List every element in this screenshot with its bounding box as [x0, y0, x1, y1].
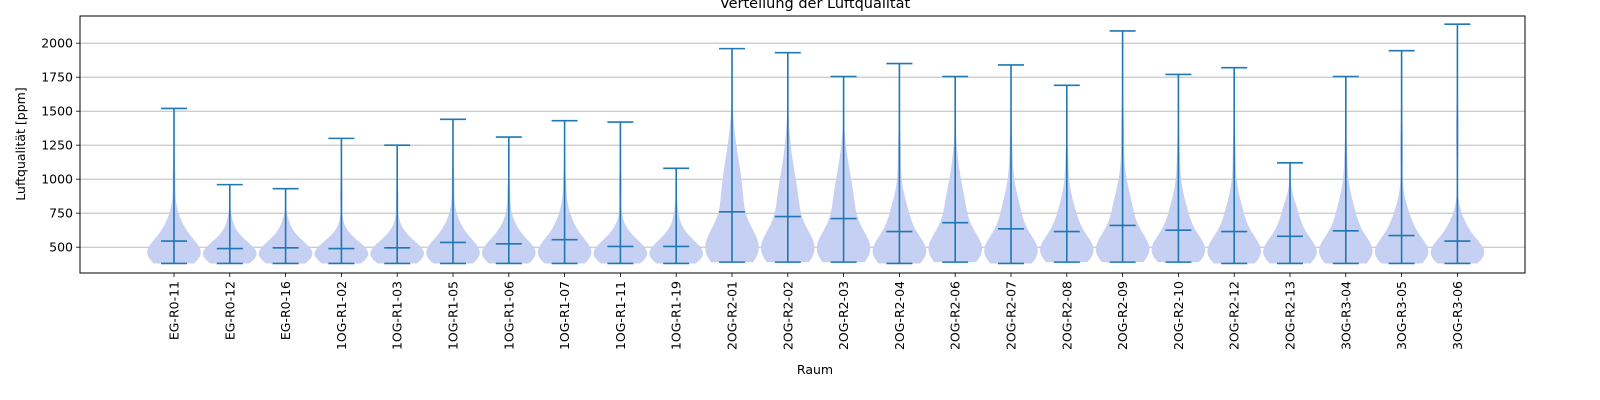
y-axis-label: Luftqualität [ppm] [13, 87, 28, 200]
x-tick-label: 2OG-R2-09 [1115, 281, 1130, 350]
x-tick-label: 2OG-R2-06 [948, 281, 963, 350]
x-axis-ticks: EG-R0-11 EG-R0-12 EG-R0-16 1OG-R1-02 1OG-R1-… [167, 273, 1465, 350]
chart-title: Verteilung der Luftqualität [720, 0, 911, 12]
x-tick-label: 1OG-R1-19 [669, 281, 684, 350]
x-tick-label: 1OG-R1-03 [390, 281, 405, 350]
x-tick-label: 2OG-R2-04 [892, 281, 907, 350]
x-tick-label: 2OG-R2-08 [1059, 281, 1074, 350]
x-tick-label: 3OG-R3-04 [1338, 281, 1353, 350]
x-axis-label: Raum [797, 362, 833, 377]
y-tick-label: 2000 [41, 36, 73, 51]
x-tick-label: 2OG-R2-01 [725, 281, 740, 350]
x-tick-label: 2OG-R2-02 [780, 281, 795, 350]
y-tick-label: 750 [49, 206, 73, 221]
x-tick-label: 2OG-R2-10 [1171, 281, 1186, 350]
violin-markers [161, 23, 1471, 265]
y-tick-label: 1250 [41, 138, 73, 153]
plot-frame [79, 15, 1526, 274]
x-tick-label: 3OG-R3-06 [1450, 281, 1465, 350]
x-tick-label: EG-R0-16 [278, 281, 293, 340]
x-tick-label: 2OG-R2-07 [1004, 281, 1019, 350]
x-tick-label: 1OG-R1-07 [557, 281, 572, 350]
x-tick-label: 2OG-R2-13 [1283, 281, 1298, 350]
y-tick-label: 1000 [41, 172, 73, 187]
x-tick-label: 2OG-R2-12 [1227, 281, 1242, 350]
x-tick-label: 1OG-R1-11 [613, 281, 628, 350]
y-axis-ticks: 500 750 1000 1250 1500 1750 2000 [41, 36, 80, 255]
grid-lines [80, 42, 1525, 248]
x-tick-label: EG-R0-11 [167, 281, 182, 340]
x-tick-label: EG-R0-12 [222, 281, 237, 340]
y-tick-label: 1750 [41, 70, 73, 85]
x-tick-label: 1OG-R1-05 [446, 281, 461, 350]
y-tick-label: 500 [49, 240, 73, 255]
y-tick-label: 1500 [41, 104, 73, 119]
x-tick-label: 1OG-R1-02 [334, 281, 349, 350]
x-tick-label: 3OG-R3-05 [1394, 281, 1409, 350]
x-tick-label: 2OG-R2-03 [836, 281, 851, 350]
x-tick-label: 1OG-R1-06 [501, 281, 516, 350]
